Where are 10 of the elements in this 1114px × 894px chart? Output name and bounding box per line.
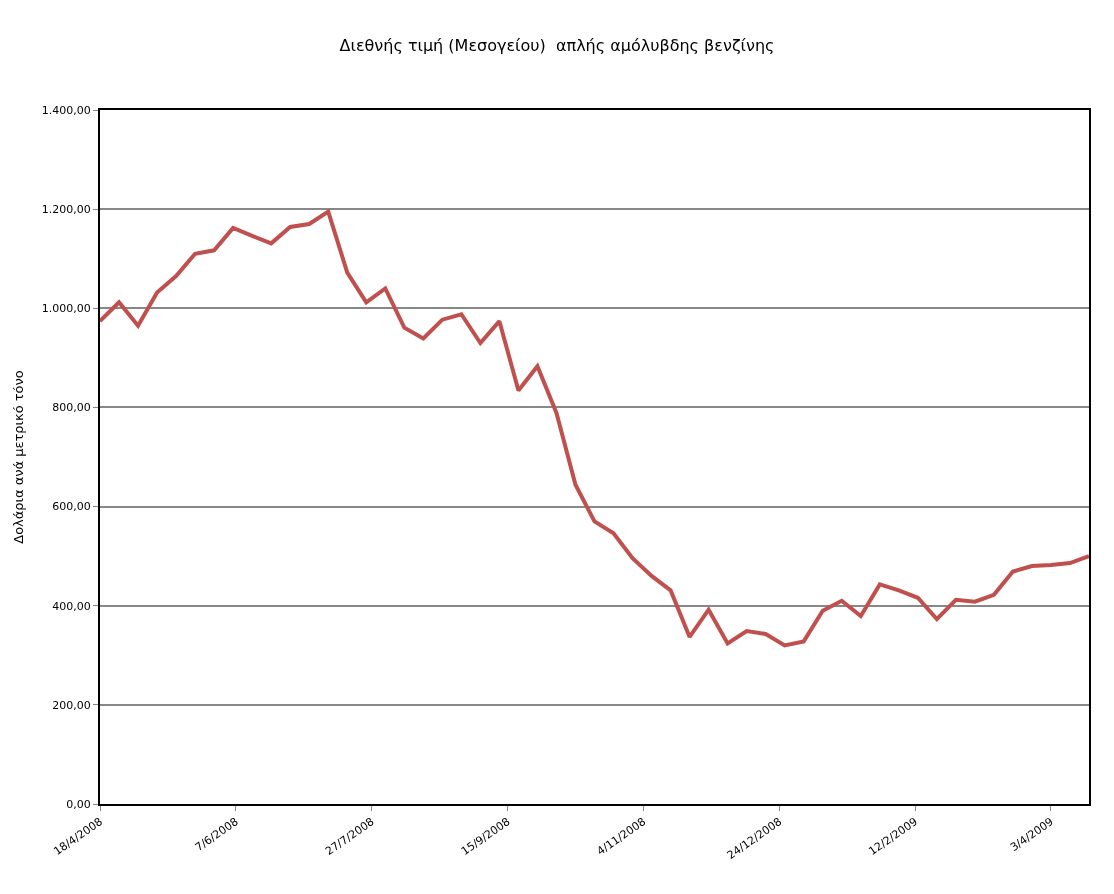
- y-tick-label: 600,00: [52, 500, 91, 514]
- y-tick-label: 800,00: [52, 401, 91, 415]
- y-tick-label: 1.200,00: [41, 202, 91, 216]
- y-tick-label: 1.400,00: [41, 103, 91, 117]
- y-tick-label: 200,00: [52, 698, 91, 712]
- y-tick-label: 1.000,00: [41, 302, 91, 316]
- y-tick-label: 0,00: [66, 797, 91, 811]
- y-axis-title: Δολάρια ανά μετρικό τόνο: [11, 370, 27, 544]
- chart-title: Διεθνής τιμή (Μεσογείου) απλής αμόλυβδης βενζίνης: [339, 36, 775, 56]
- y-tick-label: 400,00: [52, 599, 91, 613]
